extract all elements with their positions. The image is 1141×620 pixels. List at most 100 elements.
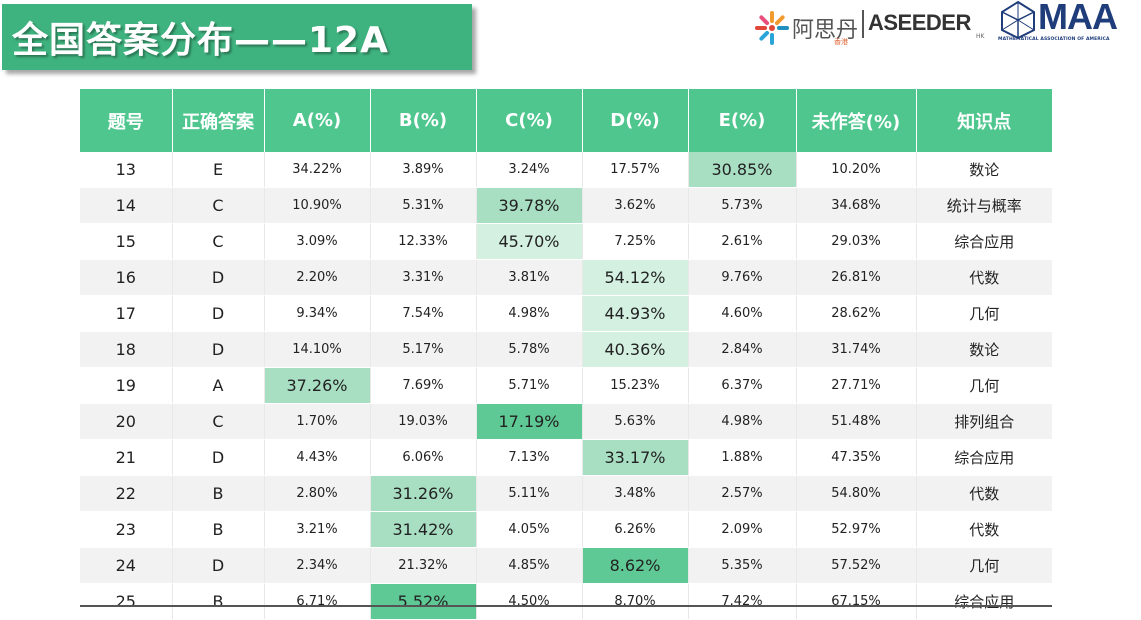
- cell-d-percent: 44.93%: [582, 295, 689, 332]
- cell-e-percent: 2.84%: [688, 331, 797, 368]
- cell-d-percent: 54.12%: [582, 259, 689, 296]
- cell-question-no: 13: [80, 152, 173, 188]
- table-row: 13 E 34.22% 3.89% 3.24% 17.57% 30.85% 10.20% 数论: [80, 152, 1052, 188]
- cell-c-percent: 5.78%: [476, 331, 583, 368]
- cell-b-percent: 7.54%: [370, 295, 477, 332]
- cell-unanswered-percent: 51.48%: [796, 403, 917, 440]
- cell-c-percent: 4.85%: [476, 547, 583, 584]
- cell-correct-answer: E: [172, 152, 265, 188]
- cell-c-percent: 5.71%: [476, 367, 583, 404]
- cell-b-percent: 5.31%: [370, 187, 477, 224]
- aseeder-sub: HK: [976, 33, 985, 40]
- title-banner: 全国答案分布——12A: [2, 4, 472, 70]
- cell-unanswered-percent: 47.35%: [796, 439, 917, 476]
- cell-question-no: 20: [80, 403, 173, 440]
- cell-b-percent: 5.52%: [370, 583, 477, 620]
- cell-correct-answer: B: [172, 583, 265, 620]
- cell-d-percent: 8.70%: [582, 583, 689, 620]
- cell-question-no: 14: [80, 187, 173, 224]
- cell-unanswered-percent: 57.52%: [796, 547, 917, 584]
- cell-b-percent: 31.42%: [370, 511, 477, 548]
- cell-d-percent: 8.62%: [582, 547, 689, 584]
- cell-correct-answer: B: [172, 475, 265, 512]
- cell-unanswered-percent: 31.74%: [796, 331, 917, 368]
- header-knowledge-point: 知识点: [916, 89, 1052, 152]
- cell-correct-answer: D: [172, 547, 265, 584]
- cell-d-percent: 40.36%: [582, 331, 689, 368]
- table-bottom-rule: [80, 605, 1052, 607]
- cell-a-percent: 14.10%: [264, 331, 371, 368]
- cell-knowledge-point: 代数: [916, 511, 1052, 548]
- cell-e-percent: 6.37%: [688, 367, 797, 404]
- cell-a-percent: 10.90%: [264, 187, 371, 224]
- table-row: 21 D 4.43% 6.06% 7.13% 33.17% 1.88% 47.35% 综合应用: [80, 439, 1052, 476]
- cell-d-percent: 17.57%: [582, 152, 689, 188]
- cell-knowledge-point: 综合应用: [916, 583, 1052, 620]
- cell-e-percent: 2.57%: [688, 475, 797, 512]
- cell-b-percent: 3.89%: [370, 152, 477, 188]
- cell-knowledge-point: 排列组合: [916, 403, 1052, 440]
- cell-knowledge-point: 代数: [916, 259, 1052, 296]
- maa-logo: MAA: [1038, 0, 1118, 37]
- cell-a-percent: 1.70%: [264, 403, 371, 440]
- asz-flower-icon: [755, 11, 789, 45]
- cell-knowledge-point: 综合应用: [916, 223, 1052, 260]
- cell-correct-answer: D: [172, 295, 265, 332]
- table-body: 13 E 34.22% 3.89% 3.24% 17.57% 30.85% 10.20% 数论 1…: [80, 152, 1052, 620]
- cell-correct-answer: B: [172, 511, 265, 548]
- cell-unanswered-percent: 67.15%: [796, 583, 917, 620]
- cell-knowledge-point: 统计与概率: [916, 187, 1052, 224]
- cell-b-percent: 19.03%: [370, 403, 477, 440]
- cell-knowledge-point: 代数: [916, 475, 1052, 512]
- cell-c-percent: 4.50%: [476, 583, 583, 620]
- header-unanswered-percent: 未作答(%): [796, 89, 917, 152]
- table-row: 24 D 2.34% 21.32% 4.85% 8.62% 5.35% 57.52% 几何: [80, 547, 1052, 584]
- cell-a-percent: 3.21%: [264, 511, 371, 548]
- cell-knowledge-point: 几何: [916, 295, 1052, 332]
- cell-e-percent: 9.76%: [688, 259, 797, 296]
- cell-question-no: 19: [80, 367, 173, 404]
- header-e-percent: E(%): [688, 89, 797, 152]
- cell-correct-answer: D: [172, 331, 265, 368]
- cell-unanswered-percent: 29.03%: [796, 223, 917, 260]
- asz-name: 阿思丹: [792, 18, 859, 43]
- cell-c-percent: 7.13%: [476, 439, 583, 476]
- maa-sub: MATHEMATICAL ASSOCIATION OF AMERICA: [998, 37, 1110, 42]
- cell-correct-answer: C: [172, 187, 265, 224]
- cell-question-no: 15: [80, 223, 173, 260]
- cell-c-percent: 5.11%: [476, 475, 583, 512]
- cell-d-percent: 15.23%: [582, 367, 689, 404]
- table-row: 25 B 6.71% 5.52% 4.50% 8.70% 7.42% 67.15% 综合应用: [80, 583, 1052, 620]
- cell-e-percent: 2.09%: [688, 511, 797, 548]
- cell-question-no: 24: [80, 547, 173, 584]
- cell-unanswered-percent: 10.20%: [796, 152, 917, 188]
- cell-c-percent: 3.24%: [476, 152, 583, 188]
- cell-knowledge-point: 综合应用: [916, 439, 1052, 476]
- cell-d-percent: 3.48%: [582, 475, 689, 512]
- table-row: 20 C 1.70% 19.03% 17.19% 5.63% 4.98% 51.48% 排列组合: [80, 403, 1052, 440]
- cell-unanswered-percent: 34.68%: [796, 187, 917, 224]
- cell-unanswered-percent: 54.80%: [796, 475, 917, 512]
- cell-e-percent: 7.42%: [688, 583, 797, 620]
- cell-correct-answer: C: [172, 403, 265, 440]
- cell-e-percent: 5.35%: [688, 547, 797, 584]
- cell-a-percent: 37.26%: [264, 367, 371, 404]
- cell-question-no: 21: [80, 439, 173, 476]
- maa-polyhedron-icon: [1001, 0, 1035, 40]
- table-row: 16 D 2.20% 3.31% 3.81% 54.12% 9.76% 26.81% 代数: [80, 259, 1052, 296]
- logo-divider: [862, 10, 864, 38]
- cell-d-percent: 3.62%: [582, 187, 689, 224]
- header-d-percent: D(%): [582, 89, 689, 152]
- cell-a-percent: 3.09%: [264, 223, 371, 260]
- cell-d-percent: 7.25%: [582, 223, 689, 260]
- cell-knowledge-point: 数论: [916, 331, 1052, 368]
- cell-question-no: 18: [80, 331, 173, 368]
- cell-knowledge-point: 数论: [916, 152, 1052, 188]
- cell-correct-answer: A: [172, 367, 265, 404]
- cell-b-percent: 3.31%: [370, 259, 477, 296]
- page-title: 全国答案分布——12A: [12, 20, 389, 61]
- cell-question-no: 23: [80, 511, 173, 548]
- header-correct-answer: 正确答案: [172, 89, 265, 152]
- cell-c-percent: 39.78%: [476, 187, 583, 224]
- cell-knowledge-point: 几何: [916, 547, 1052, 584]
